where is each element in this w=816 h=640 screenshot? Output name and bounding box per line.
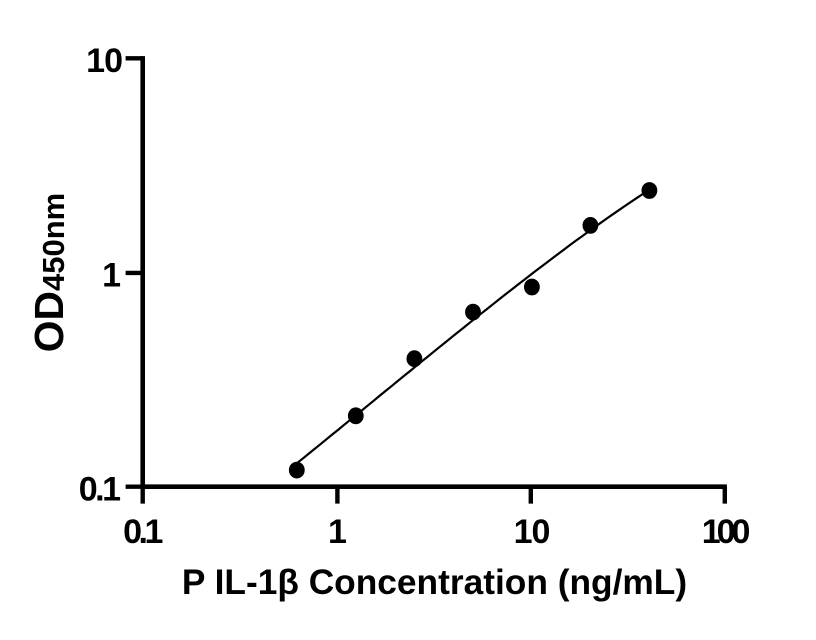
svg-text:100: 100: [702, 513, 750, 551]
svg-text:P IL-1β Concentration (ng/mL): P IL-1β Concentration (ng/mL): [182, 563, 687, 602]
svg-text:1: 1: [102, 257, 121, 295]
svg-text:0.1: 0.1: [79, 471, 120, 509]
svg-text:1: 1: [328, 513, 347, 551]
svg-text:10: 10: [86, 42, 122, 80]
svg-text:0.1: 0.1: [123, 513, 162, 551]
svg-text:10: 10: [514, 513, 550, 551]
